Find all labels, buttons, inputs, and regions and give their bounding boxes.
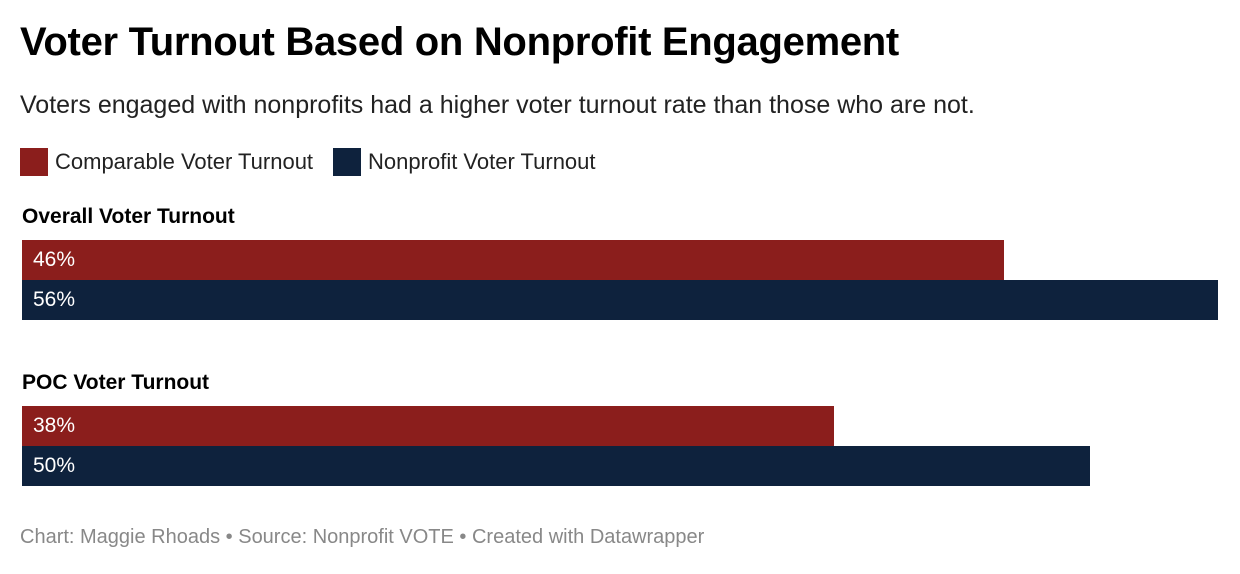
- bar-nonprofit-voter-turnout-overall-voter-turnout: 56%: [22, 280, 1218, 320]
- legend-item-comparable: Comparable Voter Turnout: [20, 148, 313, 176]
- legend-label-comparable: Comparable Voter Turnout: [55, 149, 314, 174]
- legend-swatch-comparable: [20, 148, 48, 176]
- bar-value-label: 46%: [33, 248, 76, 271]
- legend-label-nonprofit: Nonprofit Voter Turnout: [368, 149, 596, 174]
- bar-value-label: 56%: [33, 288, 76, 311]
- bar-value-label: 38%: [33, 414, 76, 437]
- legend-swatch-nonprofit: [333, 148, 362, 176]
- bar-comparable-voter-turnout-overall-voter-turnout: 46%: [22, 240, 1004, 280]
- chart-subtitle: Voters engaged with nonprofits had a hig…: [20, 91, 975, 119]
- chart-footer: Chart: Maggie Rhoads • Source: Nonprofit…: [20, 526, 705, 548]
- legend: Comparable Voter Turnout Nonprofit Voter…: [20, 147, 616, 177]
- bar-value-label: 50%: [33, 454, 76, 477]
- legend-item-nonprofit: Nonprofit Voter Turnout: [333, 148, 596, 176]
- bar-comparable-voter-turnout-poc-voter-turnout: 38%: [22, 406, 834, 446]
- group-label-poc-voter-turnout: POC Voter Turnout: [22, 371, 210, 394]
- chart-title: Voter Turnout Based on Nonprofit Engagem…: [20, 20, 899, 64]
- group-label-overall-voter-turnout: Overall Voter Turnout: [22, 205, 235, 228]
- bar-nonprofit-voter-turnout-poc-voter-turnout: 50%: [22, 446, 1090, 486]
